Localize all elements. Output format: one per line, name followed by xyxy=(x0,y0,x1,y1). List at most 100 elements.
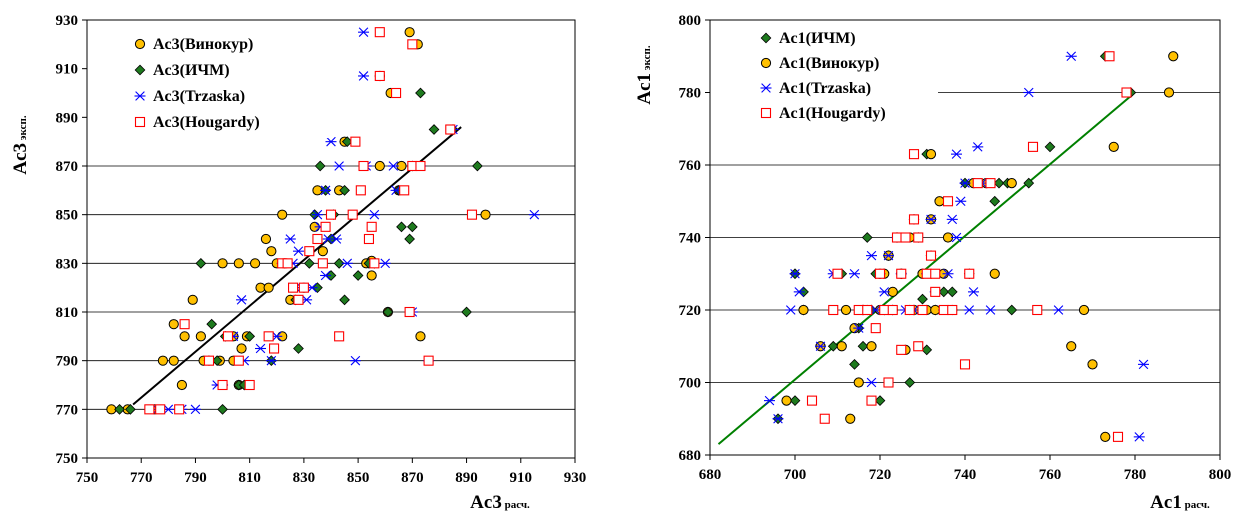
legend-marker xyxy=(134,38,146,50)
y-tick-label: 870 xyxy=(56,159,79,175)
data-point xyxy=(921,268,932,279)
data-point xyxy=(836,341,847,352)
data-point xyxy=(352,270,364,281)
x-tick-label: 780 xyxy=(1124,467,1147,483)
data-point xyxy=(461,306,472,318)
y-tick-label: 850 xyxy=(56,208,79,224)
data-point xyxy=(399,185,410,196)
x-tick-label: 790 xyxy=(184,470,207,486)
data-point xyxy=(955,196,967,207)
data-point xyxy=(334,331,345,342)
y-tick-label: 770 xyxy=(56,402,79,418)
data-point xyxy=(866,250,877,261)
data-point xyxy=(925,214,937,225)
legend-label: Ac1(Винокур) xyxy=(779,55,879,72)
data-point xyxy=(244,379,255,391)
data-point xyxy=(347,209,358,220)
data-point xyxy=(312,233,323,245)
data-point xyxy=(819,413,830,424)
data-point xyxy=(292,246,304,256)
y-axis-label-right: Ac1 эксп. xyxy=(634,45,655,104)
data-point xyxy=(849,268,860,279)
data-point xyxy=(358,160,369,172)
data-point xyxy=(832,268,843,279)
data-point xyxy=(369,258,380,269)
data-point xyxy=(396,221,407,233)
data-point xyxy=(989,195,1001,207)
data-point xyxy=(195,257,207,269)
data-point xyxy=(333,161,345,171)
data-point xyxy=(925,149,937,160)
data-point xyxy=(849,359,860,370)
legend-label: Ac1(Hougardy) xyxy=(779,105,886,122)
data-point xyxy=(1168,51,1179,62)
ticks-left: 750 770 790 810 830 850 870 890 910 930 750 770 790 8… xyxy=(56,13,587,486)
data-point xyxy=(946,286,958,298)
data-point xyxy=(144,404,155,415)
data-point xyxy=(311,209,323,220)
x-tick-label: 760 xyxy=(1039,467,1062,483)
data-point xyxy=(985,178,996,189)
data-point xyxy=(266,246,277,257)
data-point xyxy=(415,160,426,172)
data-point xyxy=(959,359,971,370)
data-point xyxy=(355,185,366,196)
y-tick-label: 680 xyxy=(679,448,702,464)
data-point xyxy=(1100,431,1111,442)
data-point xyxy=(853,377,864,388)
legend-item: Ac1(Hougardy) xyxy=(760,105,886,122)
legend-left: Ac3(Винокур) Ac3(ИЧМ) Ac3(Trzaska) Ac3(Houg… xyxy=(134,36,260,131)
y-tick-label: 720 xyxy=(679,303,702,319)
x-axis-label-right: Ac1 расч. xyxy=(1150,492,1210,513)
data-point xyxy=(363,233,375,245)
legend-item: Ac3(ИЧМ) xyxy=(134,62,230,79)
data-point xyxy=(764,395,775,406)
data-point xyxy=(114,403,125,415)
data-point xyxy=(947,304,958,316)
data-point xyxy=(934,196,945,207)
data-point xyxy=(1087,359,1098,370)
x-tick-label: 910 xyxy=(510,470,533,486)
data-point xyxy=(964,268,975,279)
y-tick-label: 830 xyxy=(56,256,79,272)
data-point xyxy=(917,304,928,316)
data-point xyxy=(942,196,954,207)
data-point xyxy=(236,295,248,305)
data-point xyxy=(445,124,456,135)
data-point xyxy=(904,377,916,388)
data-point xyxy=(1044,141,1056,153)
x-tick-label: 870 xyxy=(401,470,424,486)
data-point xyxy=(1065,51,1077,62)
data-point xyxy=(284,234,296,244)
legend-item: Ac1(Винокур) xyxy=(760,55,879,72)
data-point xyxy=(320,185,332,196)
y-tick-label: 930 xyxy=(56,13,79,29)
y-tick-label: 760 xyxy=(679,158,702,174)
data-point xyxy=(951,232,962,243)
legend-item: Ac1(Trzaska) xyxy=(760,80,871,97)
ac3-scatter-chart: 750 770 790 810 830 850 870 890 910 930 750 770 790 8… xyxy=(10,13,587,513)
data-point xyxy=(904,304,915,316)
data-point xyxy=(972,142,984,152)
y-tick-label: 810 xyxy=(56,305,79,321)
legend-marker xyxy=(760,107,772,119)
data-point xyxy=(374,160,385,172)
y-tick-label: 890 xyxy=(56,110,79,126)
y-tick-label: 740 xyxy=(679,231,702,247)
data-point xyxy=(415,331,426,342)
data-point xyxy=(366,221,377,232)
x-tick-label: 890 xyxy=(455,470,478,486)
data-point xyxy=(282,258,293,269)
data-point xyxy=(206,318,218,330)
x-tick-label: 680 xyxy=(699,467,722,483)
points-left xyxy=(106,27,540,415)
data-point xyxy=(168,319,179,330)
data-point xyxy=(946,214,958,225)
y-tick-label: 800 xyxy=(679,13,702,29)
data-point xyxy=(853,304,864,316)
data-point xyxy=(938,286,950,298)
data-point xyxy=(255,343,267,354)
data-point xyxy=(189,404,201,415)
data-point xyxy=(339,184,350,196)
data-point xyxy=(985,305,996,315)
